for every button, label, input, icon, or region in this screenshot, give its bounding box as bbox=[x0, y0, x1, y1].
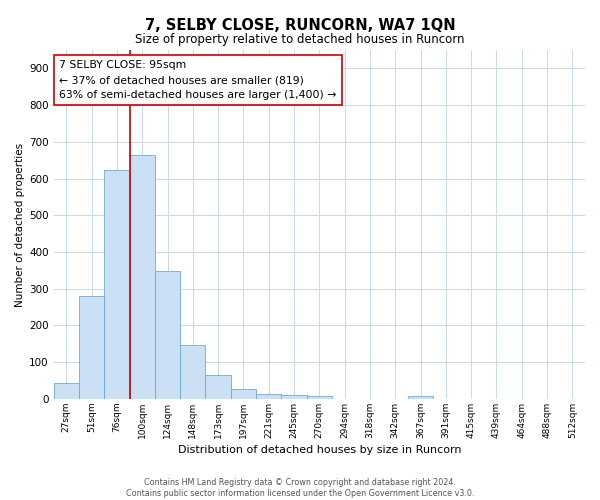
Text: Contains HM Land Registry data © Crown copyright and database right 2024.
Contai: Contains HM Land Registry data © Crown c… bbox=[126, 478, 474, 498]
Bar bbox=[180, 344, 205, 399]
Text: Size of property relative to detached houses in Runcorn: Size of property relative to detached ho… bbox=[135, 32, 465, 46]
Bar bbox=[408, 396, 433, 399]
Bar bbox=[231, 388, 256, 399]
Bar bbox=[307, 396, 332, 399]
Bar bbox=[155, 271, 180, 399]
X-axis label: Distribution of detached houses by size in Runcorn: Distribution of detached houses by size … bbox=[178, 445, 461, 455]
Bar bbox=[79, 296, 104, 399]
Y-axis label: Number of detached properties: Number of detached properties bbox=[15, 142, 25, 306]
Text: 7 SELBY CLOSE: 95sqm
← 37% of detached houses are smaller (819)
63% of semi-deta: 7 SELBY CLOSE: 95sqm ← 37% of detached h… bbox=[59, 60, 337, 100]
Text: 7, SELBY CLOSE, RUNCORN, WA7 1QN: 7, SELBY CLOSE, RUNCORN, WA7 1QN bbox=[145, 18, 455, 32]
Bar bbox=[104, 170, 130, 399]
Bar bbox=[53, 384, 79, 399]
Bar bbox=[130, 154, 155, 399]
Bar bbox=[205, 375, 231, 399]
Bar bbox=[281, 395, 307, 399]
Bar bbox=[256, 394, 281, 399]
